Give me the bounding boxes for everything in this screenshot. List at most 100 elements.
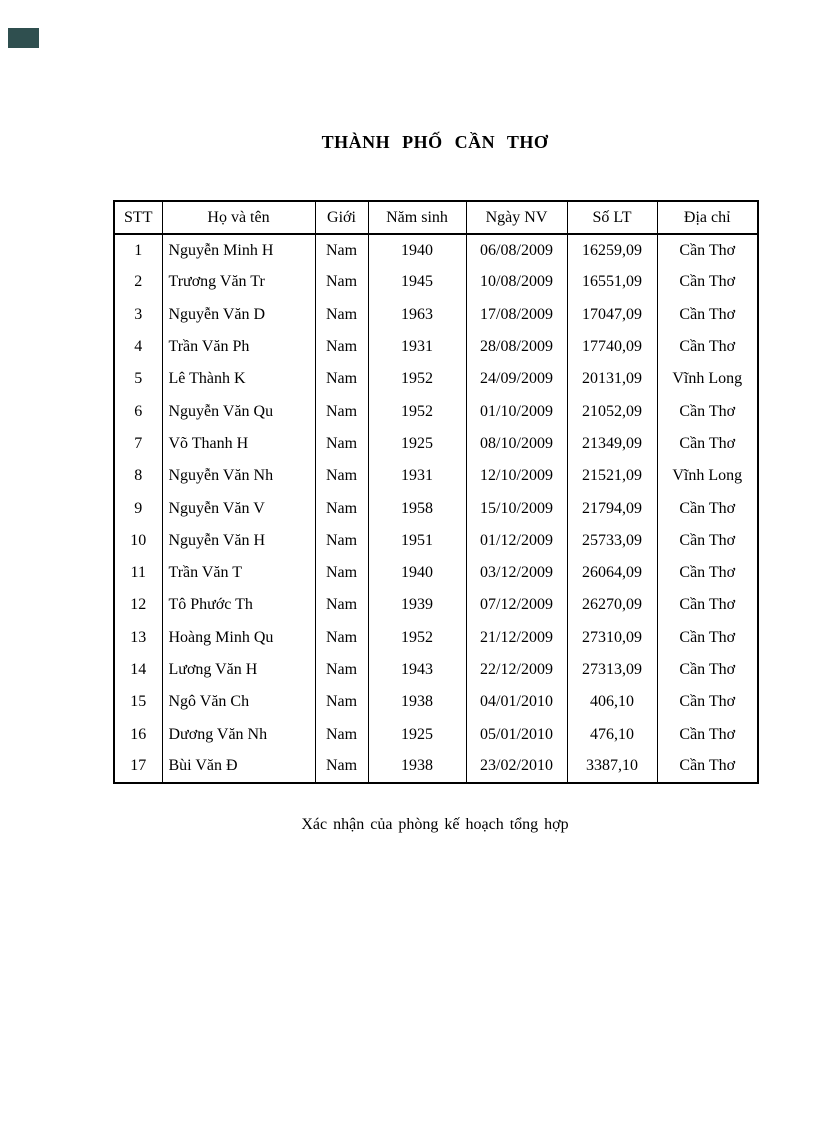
- cell-so-lt: 21794,09: [566, 492, 657, 525]
- cell-ho-va-ten: Dương Văn Nh: [161, 718, 315, 751]
- cell-dia-chi: Cần Thơ: [656, 427, 758, 461]
- cell-ho-va-ten: Nguyễn Văn H: [161, 524, 315, 557]
- cell-ho-va-ten: Nguyễn Văn V: [161, 492, 315, 525]
- table-row: 17 Bùi Văn Đ Nam 1938 23/02/2010 3387,10 Cần T…: [114, 750, 758, 784]
- cell-ngay-nv: 08/10/2009: [465, 427, 567, 461]
- cell-ngay-nv: 05/01/2010: [465, 718, 567, 751]
- cell-dia-chi: Cần Thơ: [656, 750, 758, 784]
- cell-so-lt: 21052,09: [566, 395, 657, 428]
- cell-dia-chi: Cần Thơ: [656, 718, 758, 751]
- cell-nam-sinh: 1958: [367, 492, 466, 525]
- cell-stt: 3: [134, 305, 143, 323]
- cell-stt: 5: [134, 370, 143, 388]
- cell-gioi: Nam: [314, 395, 368, 428]
- cell-ngay-nv: 22/12/2009: [465, 653, 567, 687]
- cell-nam-sinh: 1952: [367, 395, 466, 428]
- cell-gioi: Nam: [314, 460, 368, 493]
- cell-ho-va-ten: Ngô Văn Ch: [161, 686, 315, 719]
- cell-nam-sinh: 1952: [367, 363, 466, 396]
- table-row: 8 Nguyễn Văn Nh Nam 1931 12/10/2009 21521,09 V…: [114, 460, 758, 493]
- table-row: 2 Trương Văn Tr Nam 1945 10/08/2009 16551,09 C…: [114, 266, 758, 299]
- table-row: 15 Ngô Văn Ch Nam 1938 04/01/2010 406,10 Cần T…: [114, 686, 758, 719]
- cell-dia-chi: Cần Thơ: [656, 298, 758, 331]
- cell-gioi: Nam: [314, 556, 368, 590]
- cell-ho-va-ten: Trương Văn Tr: [161, 266, 315, 299]
- cell-so-lt: 21521,09: [566, 460, 657, 493]
- cell-ngay-nv: 03/12/2009: [465, 556, 567, 590]
- table-row: 11 Trần Văn T Nam 1940 03/12/2009 26064,09 Cần…: [114, 556, 758, 590]
- cell-stt: 6: [134, 402, 143, 420]
- cell-stt: 16: [130, 725, 147, 743]
- cell-nam-sinh: 1940: [367, 234, 466, 267]
- cell-ho-va-ten: Trần Văn Ph: [161, 330, 315, 364]
- cell-stt: 1: [134, 241, 143, 259]
- cell-nam-sinh: 1938: [367, 750, 466, 784]
- cell-stt: 4: [134, 338, 143, 356]
- cell-nam-sinh: 1931: [367, 330, 466, 364]
- page-title: THÀNH PHỐ CẦN THƠ: [321, 132, 549, 152]
- cell-gioi: Nam: [314, 363, 368, 396]
- cell-ho-va-ten: Võ Thanh H: [161, 427, 315, 461]
- cell-nam-sinh: 1952: [367, 621, 466, 654]
- cell-dia-chi: Vĩnh Long: [656, 460, 758, 493]
- cell-ngay-nv: 28/08/2009: [465, 330, 567, 364]
- cell-gioi: Nam: [314, 524, 368, 557]
- corner-mark: [8, 28, 39, 48]
- cell-ngay-nv: 01/10/2009: [465, 395, 567, 428]
- cell-gioi: Nam: [314, 234, 368, 267]
- cell-so-lt: 17740,09: [566, 330, 657, 364]
- cell-nam-sinh: 1940: [367, 556, 466, 590]
- cell-ho-va-ten: Hoàng Minh Qu: [161, 621, 315, 654]
- cell-dia-chi: Cần Thơ: [656, 492, 758, 525]
- cell-gioi: Nam: [314, 653, 368, 687]
- cell-nam-sinh: 1931: [367, 460, 466, 493]
- cell-gioi: Nam: [314, 298, 368, 331]
- cell-so-lt: 27310,09: [566, 621, 657, 654]
- cell-nam-sinh: 1925: [367, 427, 466, 461]
- cell-ngay-nv: 01/12/2009: [465, 524, 567, 557]
- cell-ngay-nv: 04/01/2010: [465, 686, 567, 719]
- cell-ngay-nv: 21/12/2009: [465, 621, 567, 654]
- cell-ngay-nv: 17/08/2009: [465, 298, 567, 331]
- cell-gioi: Nam: [314, 621, 368, 654]
- cell-so-lt: 20131,09: [566, 363, 657, 396]
- cell-ngay-nv: 06/08/2009: [465, 234, 567, 267]
- cell-stt: 12: [130, 596, 147, 614]
- cell-dia-chi: Cần Thơ: [656, 234, 758, 267]
- table-row: 6 Nguyễn Văn Qu Nam 1952 01/10/2009 21052,09 C…: [114, 395, 758, 428]
- cell-stt: 8: [134, 467, 143, 485]
- column-header-nam-sinh: Năm sinh: [367, 201, 466, 235]
- cell-ngay-nv: 15/10/2009: [465, 492, 567, 525]
- cell-stt: 9: [134, 499, 143, 517]
- cell-ngay-nv: 12/10/2009: [465, 460, 567, 493]
- cell-nam-sinh: 1939: [367, 589, 466, 622]
- cell-so-lt: 26270,09: [566, 589, 657, 622]
- cell-stt: 15: [130, 693, 147, 711]
- cell-stt: 11: [130, 564, 146, 582]
- cell-so-lt: 476,10: [566, 718, 657, 751]
- cell-so-lt: 406,10: [566, 686, 657, 719]
- cell-nam-sinh: 1951: [367, 524, 466, 557]
- cell-ho-va-ten: Lê Thành K: [161, 363, 315, 396]
- cell-so-lt: 27313,09: [566, 653, 657, 687]
- cell-ho-va-ten: Nguyễn Văn Nh: [161, 460, 315, 493]
- column-header-ho-va-ten: Họ và tên: [161, 201, 315, 235]
- cell-ngay-nv: 10/08/2009: [465, 266, 567, 299]
- table-row: 7 Võ Thanh H Nam 1925 08/10/2009 21349,09 Cần …: [114, 427, 758, 461]
- column-header-ngay-nv: Ngày NV: [465, 201, 567, 235]
- table-row: 9 Nguyễn Văn V Nam 1958 15/10/2009 21794,09 Cầ…: [114, 492, 758, 525]
- cell-so-lt: 21349,09: [566, 427, 657, 461]
- cell-dia-chi: Vĩnh Long: [656, 363, 758, 396]
- cell-dia-chi: Cần Thơ: [656, 330, 758, 364]
- cell-so-lt: 25733,09: [566, 524, 657, 557]
- cell-stt: 13: [130, 628, 147, 646]
- cell-gioi: Nam: [314, 750, 368, 784]
- column-header-stt: STT: [114, 201, 162, 235]
- cell-nam-sinh: 1938: [367, 686, 466, 719]
- cell-ho-va-ten: Nguyễn Văn Qu: [161, 395, 315, 428]
- cell-gioi: Nam: [314, 589, 368, 622]
- cell-so-lt: 3387,10: [566, 750, 657, 784]
- cell-dia-chi: Cần Thơ: [656, 556, 758, 590]
- column-header-gioi: Giới: [314, 201, 368, 235]
